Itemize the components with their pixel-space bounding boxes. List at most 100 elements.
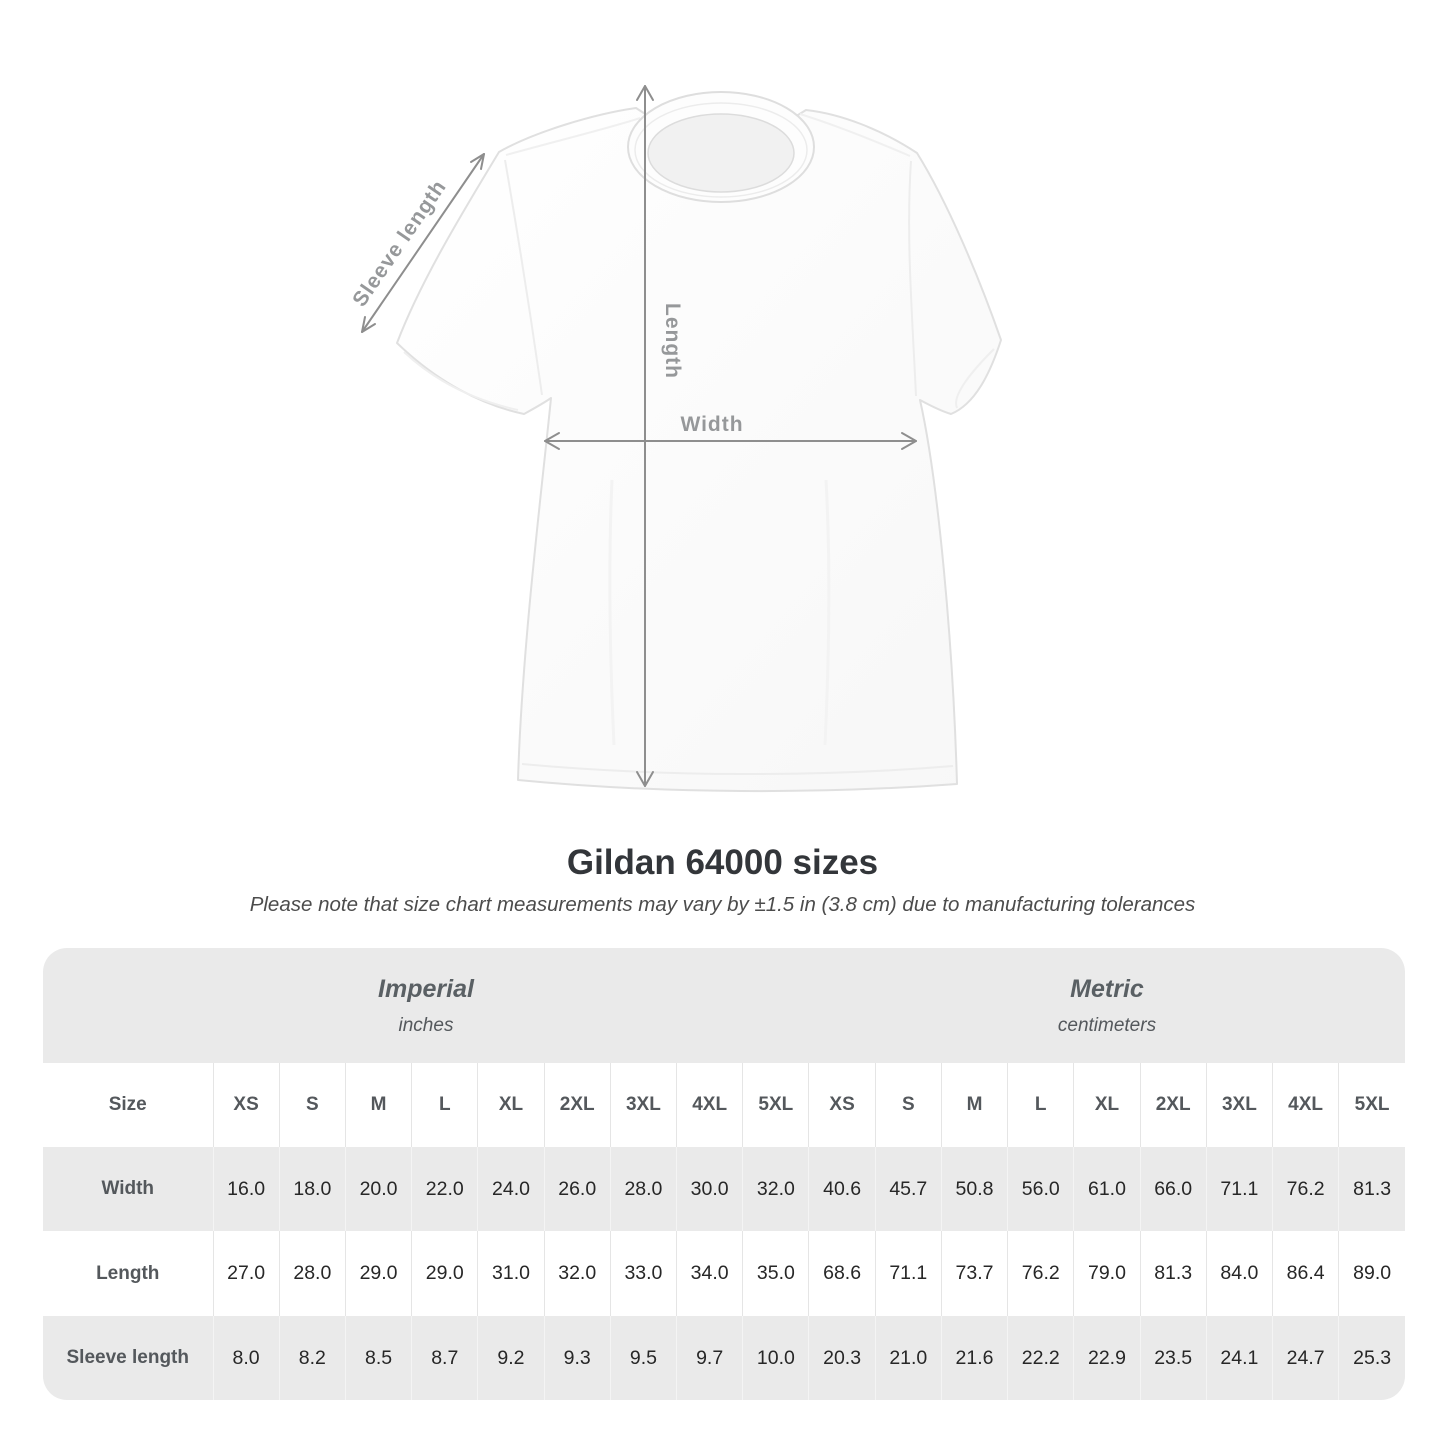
- value-cell: 9.2: [477, 1316, 545, 1400]
- tshirt-seams: [403, 113, 995, 776]
- width-label: Width: [680, 413, 743, 436]
- metric-unit: centimeters: [1057, 1014, 1157, 1036]
- size-header-cell: S: [278, 1063, 346, 1147]
- tshirt-measurement-diagram: Sleeve length Length Width: [348, 85, 1002, 793]
- size-header-cell: M: [940, 1063, 1008, 1147]
- value-cell: 20.0: [344, 1147, 412, 1231]
- size-header-cell: 4XL: [1271, 1063, 1339, 1147]
- value-cell: 22.0: [411, 1147, 478, 1231]
- value-cell: 66.0: [1139, 1147, 1207, 1231]
- value-cell: 8.5: [344, 1316, 412, 1400]
- value-cell: 40.6: [808, 1147, 876, 1231]
- value-cell: 9.7: [676, 1316, 743, 1400]
- value-cell: 24.7: [1271, 1316, 1339, 1400]
- value-cell: 25.3: [1338, 1316, 1405, 1400]
- value-cell: 50.8: [940, 1147, 1008, 1231]
- length-label: Length: [661, 303, 684, 379]
- value-cell: 21.6: [940, 1316, 1008, 1400]
- value-cell: 45.7: [874, 1147, 942, 1231]
- table-row-width: Width 16.0 18.0 20.0 22.0 24.0 26.0 28.0…: [43, 1147, 1405, 1231]
- size-header-cell: L: [411, 1063, 478, 1147]
- size-header-cell: XL: [477, 1063, 545, 1147]
- value-cell: 23.5: [1139, 1316, 1207, 1400]
- value-cell: 71.1: [874, 1231, 942, 1316]
- value-cell: 35.0: [742, 1231, 809, 1316]
- imperial-unit: inches: [398, 1014, 454, 1036]
- value-cell: 8.0: [212, 1316, 280, 1400]
- size-header-cell: 4XL: [676, 1063, 743, 1147]
- imperial-header-cell: Imperial inches: [43, 948, 809, 1063]
- metric-title: Metric: [1070, 974, 1144, 1003]
- value-cell: 32.0: [742, 1147, 809, 1231]
- unit-header-row: Imperial inches Metric centimeters: [43, 948, 1405, 1063]
- value-cell: 76.2: [1007, 1231, 1074, 1316]
- size-header-cell: 2XL: [1139, 1063, 1207, 1147]
- table-row-length: Length 27.0 28.0 29.0 29.0 31.0 32.0 33.…: [43, 1231, 1405, 1316]
- value-cell: 8.2: [278, 1316, 346, 1400]
- value-cell: 24.0: [477, 1147, 545, 1231]
- size-header-cell: M: [344, 1063, 412, 1147]
- size-header-cell: 2XL: [543, 1063, 611, 1147]
- value-cell: 20.3: [808, 1316, 876, 1400]
- value-cell: 26.0: [543, 1147, 611, 1231]
- page-title: Gildan 64000 sizes: [566, 843, 879, 882]
- value-cell: 79.0: [1073, 1231, 1141, 1316]
- size-header-cell: S: [874, 1063, 942, 1147]
- value-cell: 16.0: [212, 1147, 280, 1231]
- size-header-cell: 3XL: [609, 1063, 677, 1147]
- size-row-label: Size: [43, 1063, 213, 1147]
- value-cell: 33.0: [609, 1231, 677, 1316]
- sleeve-length-arrow: [361, 153, 485, 333]
- imperial-title: Imperial: [378, 974, 474, 1003]
- value-cell: 73.7: [940, 1231, 1008, 1316]
- row-label: Width: [43, 1147, 213, 1231]
- table-row-sleeve-length: Sleeve length 8.0 8.2 8.5 8.7 9.2 9.3 9.…: [43, 1316, 1405, 1400]
- size-header-cell: XS: [212, 1063, 280, 1147]
- size-header-cell: 3XL: [1205, 1063, 1273, 1147]
- tshirt-body: [396, 107, 1002, 793]
- value-cell: 28.0: [278, 1231, 346, 1316]
- row-label: Sleeve length: [43, 1316, 213, 1400]
- size-header-row: Size XS S M L XL 2XL 3XL 4XL 5XL XS S M …: [43, 1063, 1405, 1147]
- value-cell: 8.7: [411, 1316, 478, 1400]
- width-arrow: [544, 432, 917, 450]
- value-cell: 71.1: [1205, 1147, 1273, 1231]
- value-cell: 31.0: [477, 1231, 545, 1316]
- value-cell: 56.0: [1007, 1147, 1074, 1231]
- value-cell: 9.3: [543, 1316, 611, 1400]
- value-cell: 10.0: [742, 1316, 809, 1400]
- value-cell: 29.0: [344, 1231, 412, 1316]
- value-cell: 29.0: [411, 1231, 478, 1316]
- value-cell: 24.1: [1205, 1316, 1273, 1400]
- tolerance-note: Please note that size chart measurements…: [249, 893, 1196, 916]
- size-header-cell: XL: [1073, 1063, 1141, 1147]
- value-cell: 32.0: [543, 1231, 611, 1316]
- value-cell: 76.2: [1271, 1147, 1339, 1231]
- length-arrow: [636, 85, 654, 787]
- value-cell: 22.9: [1073, 1316, 1141, 1400]
- value-cell: 30.0: [676, 1147, 743, 1231]
- value-cell: 68.6: [808, 1231, 876, 1316]
- size-header-cell: XS: [808, 1063, 876, 1147]
- tshirt-collar: [627, 91, 815, 203]
- value-cell: 81.3: [1139, 1231, 1207, 1316]
- size-table: Imperial inches Metric centimeters Size …: [43, 948, 1405, 1400]
- size-header-cell: L: [1007, 1063, 1074, 1147]
- metric-header-cell: Metric centimeters: [808, 948, 1405, 1063]
- value-cell: 81.3: [1338, 1147, 1405, 1231]
- value-cell: 86.4: [1271, 1231, 1339, 1316]
- value-cell: 21.0: [874, 1316, 942, 1400]
- size-table-grid: Imperial inches Metric centimeters Size …: [43, 948, 1405, 1400]
- value-cell: 22.2: [1007, 1316, 1074, 1400]
- size-header-cell: 5XL: [1338, 1063, 1405, 1147]
- value-cell: 89.0: [1338, 1231, 1405, 1316]
- value-cell: 61.0: [1073, 1147, 1141, 1231]
- value-cell: 18.0: [278, 1147, 346, 1231]
- row-label: Length: [43, 1231, 213, 1316]
- size-header-cell: 5XL: [742, 1063, 809, 1147]
- tshirt-graphic: [396, 91, 1002, 793]
- value-cell: 34.0: [676, 1231, 743, 1316]
- value-cell: 27.0: [212, 1231, 280, 1316]
- value-cell: 84.0: [1205, 1231, 1273, 1316]
